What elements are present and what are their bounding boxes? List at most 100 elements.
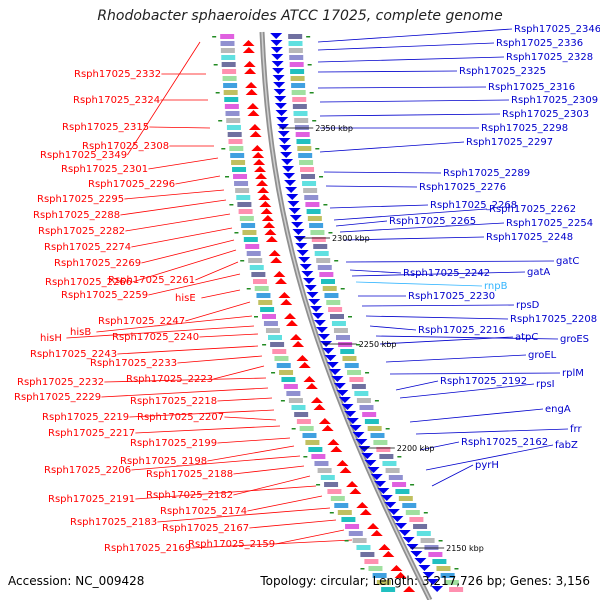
gene-annotation-block: [223, 83, 238, 88]
left-gene-label: Rsph17025_2282: [38, 226, 125, 237]
leader-line: [349, 269, 402, 274]
gene-annotation-block: [328, 307, 343, 312]
right-gene-label: Rsph17025_2262: [489, 204, 576, 215]
plus-strand-gene: [308, 299, 321, 305]
gene-annotation-block: [352, 538, 367, 543]
gene-annotation-block: [349, 377, 364, 382]
gene-annotation-block: [291, 83, 306, 88]
plus-strand-gene: [312, 313, 324, 319]
gene-annotation-block: [296, 139, 311, 144]
leader-line: [149, 126, 211, 129]
gene-annotation-block: [292, 104, 307, 109]
gene-annotation-block: [296, 419, 311, 424]
minus-strand-gene: [356, 502, 369, 508]
gene-tick-marker: [212, 36, 217, 38]
gene-annotation-block: [398, 496, 413, 501]
leader-line: [415, 428, 569, 435]
gene-annotation-block: [320, 475, 335, 480]
plus-strand-gene: [298, 257, 311, 263]
gene-annotation-block: [249, 265, 264, 270]
leader-line: [233, 475, 311, 496]
leader-line: [125, 213, 231, 232]
plus-strand-gene: [270, 47, 283, 53]
plus-strand-gene: [271, 54, 284, 60]
gene-annotation-block: [444, 580, 459, 585]
gene-annotation-block: [270, 342, 285, 347]
gene-annotation-block: [234, 181, 249, 186]
plus-strand-gene: [274, 103, 287, 109]
minus-strand-gene: [321, 425, 334, 431]
gene-annotation-block: [227, 132, 242, 137]
gene-annotation-block: [310, 230, 325, 235]
leader-line: [375, 335, 559, 340]
gene-annotation-block: [283, 384, 298, 389]
gene-annotation-block: [327, 489, 342, 494]
gene-annotation-block: [279, 370, 294, 375]
gene-annotation-block: [340, 349, 355, 354]
gene-annotation-block: [299, 426, 314, 431]
leader-line: [325, 185, 418, 188]
plus-strand-gene: [292, 229, 305, 235]
left-gene-label: Rsph17025_2188: [146, 469, 233, 480]
plus-strand-gene: [301, 271, 314, 277]
gene-annotation-block: [302, 433, 317, 438]
right-gene-label: pyrH: [475, 460, 499, 471]
leader-line: [66, 325, 255, 339]
minus-strand-gene: [247, 110, 260, 116]
minus-strand-gene: [253, 159, 266, 165]
gene-annotation-block: [220, 34, 235, 39]
left-gene-label: Rsph17025_2183: [70, 517, 157, 528]
plus-strand-gene: [346, 418, 359, 424]
gene-annotation-block: [424, 545, 439, 550]
leader-line: [319, 141, 465, 153]
minus-strand-gene: [254, 166, 267, 172]
right-gene-label: Rsph17025_2162: [461, 437, 548, 448]
gene-annotation-block: [291, 90, 306, 95]
plus-strand-gene: [299, 264, 312, 270]
minus-strand-gene: [246, 103, 259, 109]
gene-annotation-block: [222, 76, 237, 81]
right-gene-labels: Rsph17025_2346 Rsph17025_2336 Rsph17025_23…: [389, 24, 600, 471]
leader-lines: [66, 28, 569, 549]
gene-annotation-block: [274, 356, 289, 361]
gene-tick-marker: [328, 232, 333, 234]
plus-strand-gene: [344, 411, 357, 417]
minus-strand-gene: [275, 278, 288, 284]
scale-label: 2250 kbp: [359, 340, 397, 349]
leader-line: [333, 208, 488, 221]
plus-strand-gene: [361, 453, 374, 459]
accession-text: Accession: NC_009428: [8, 574, 145, 588]
gene-annotation-block: [344, 363, 359, 368]
gene-annotation-block: [276, 363, 291, 368]
plus-strand-gene: [426, 579, 439, 585]
minus-strand-gene: [349, 488, 362, 494]
minus-strand-gene: [298, 362, 311, 368]
gene-annotation-block: [251, 272, 266, 277]
right-gene-label: rplM: [562, 368, 584, 379]
left-gene-label: Rsph17025_2296: [88, 179, 175, 190]
plus-strand-gene: [306, 292, 319, 298]
gene-tick-marker: [291, 428, 296, 430]
leader-line: [141, 239, 235, 264]
leader-line: [217, 437, 291, 444]
plus-strand-gene: [303, 278, 316, 284]
gene-annotation-block: [338, 342, 353, 347]
gene-annotation-block: [237, 202, 252, 207]
leader-line: [185, 301, 251, 322]
gene-annotation-block: [364, 559, 379, 564]
gene-annotation-block: [221, 55, 236, 60]
gene-annotation-block: [305, 440, 320, 445]
plus-strand-gene: [283, 173, 296, 179]
gene-tick-marker: [454, 568, 459, 570]
leader-line: [419, 441, 460, 451]
minus-strand-gene: [336, 460, 349, 466]
plus-strand-gene: [274, 96, 287, 102]
gene-annotation-block: [298, 153, 313, 158]
minus-strand-gene: [252, 152, 265, 158]
gene-annotation-block: [409, 517, 424, 522]
gene-annotation-block: [289, 62, 304, 67]
leader-line: [343, 236, 485, 241]
gene-annotation-block: [319, 272, 334, 277]
plus-strand-gene: [384, 502, 397, 508]
left-gene-label: Rsph17025_2217: [48, 428, 135, 439]
